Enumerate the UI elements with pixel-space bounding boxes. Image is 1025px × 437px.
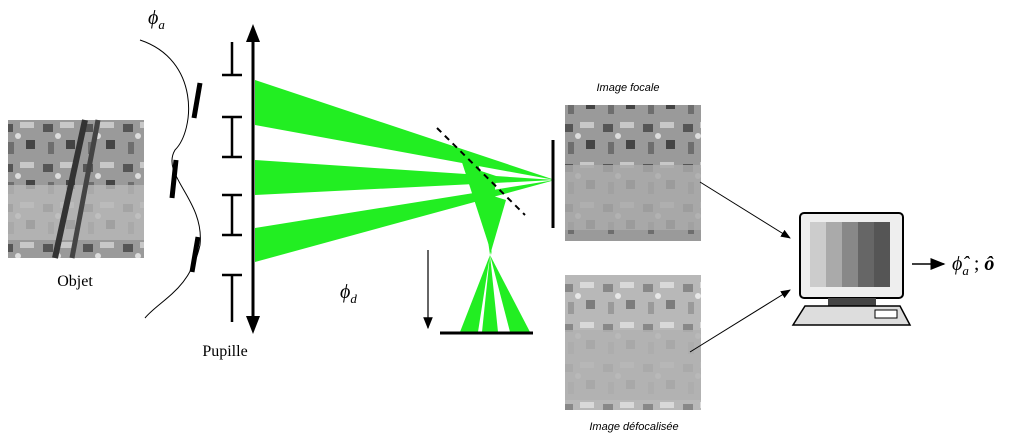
beam-splitter [436,127,526,216]
arrow-defocused [689,289,791,353]
phi-a-label: ϕa [148,7,165,32]
focal-image [565,105,701,241]
pupil [222,42,242,322]
object-image [8,119,144,259]
defocused-image [565,275,701,410]
phase-segments [169,82,203,273]
computer [791,212,912,326]
phi-d-label: ϕd [340,281,357,306]
arrow-focal [699,181,791,239]
output-label: ϕ̂a ; ô [952,253,994,278]
beams [255,80,555,332]
focal-image-label: Image focale [597,82,660,94]
object-label: Objet [57,273,93,290]
pupil-label: Pupille [202,343,247,360]
defocused-image-label: Image défocalisée [589,421,678,433]
phase-screen [139,39,201,319]
